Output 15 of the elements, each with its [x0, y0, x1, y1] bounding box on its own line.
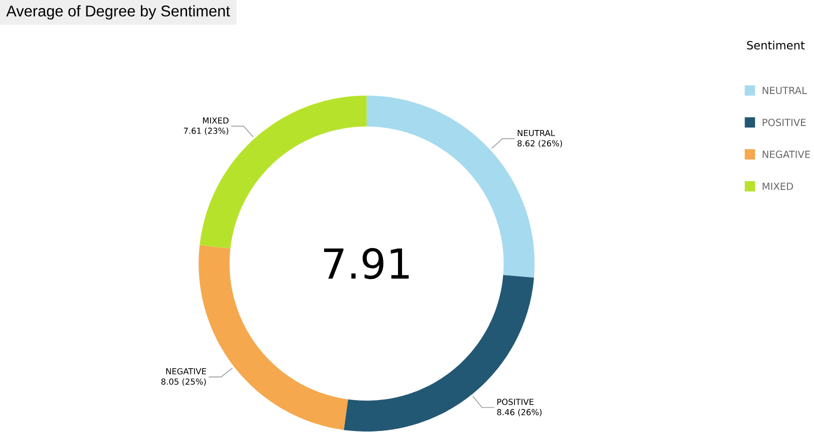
legend-title: Sentiment: [747, 40, 805, 50]
legend-label: POSITIVE: [762, 118, 806, 126]
slice-label: NEGATIVE: [166, 368, 206, 375]
data-label: 8.62 (26%): [518, 140, 562, 148]
legend-label: MIXED: [762, 182, 793, 190]
data-label: 7.61 (23%): [184, 128, 228, 136]
data-label: 8.05 (25%): [161, 378, 206, 386]
legend-label: NEGATIVE: [762, 150, 810, 158]
slice-label: POSITIVE: [497, 398, 534, 406]
text: 7.91: [324, 248, 409, 280]
chart-title: Average of Degree by Sentiment: [6, 5, 230, 20]
slice-label: MIXED: [203, 118, 228, 124]
data-label: 8.46 (26%): [497, 409, 542, 416]
slice-label: NEUTRAL: [518, 130, 556, 136]
legend-label: NEUTRAL: [762, 87, 807, 94]
